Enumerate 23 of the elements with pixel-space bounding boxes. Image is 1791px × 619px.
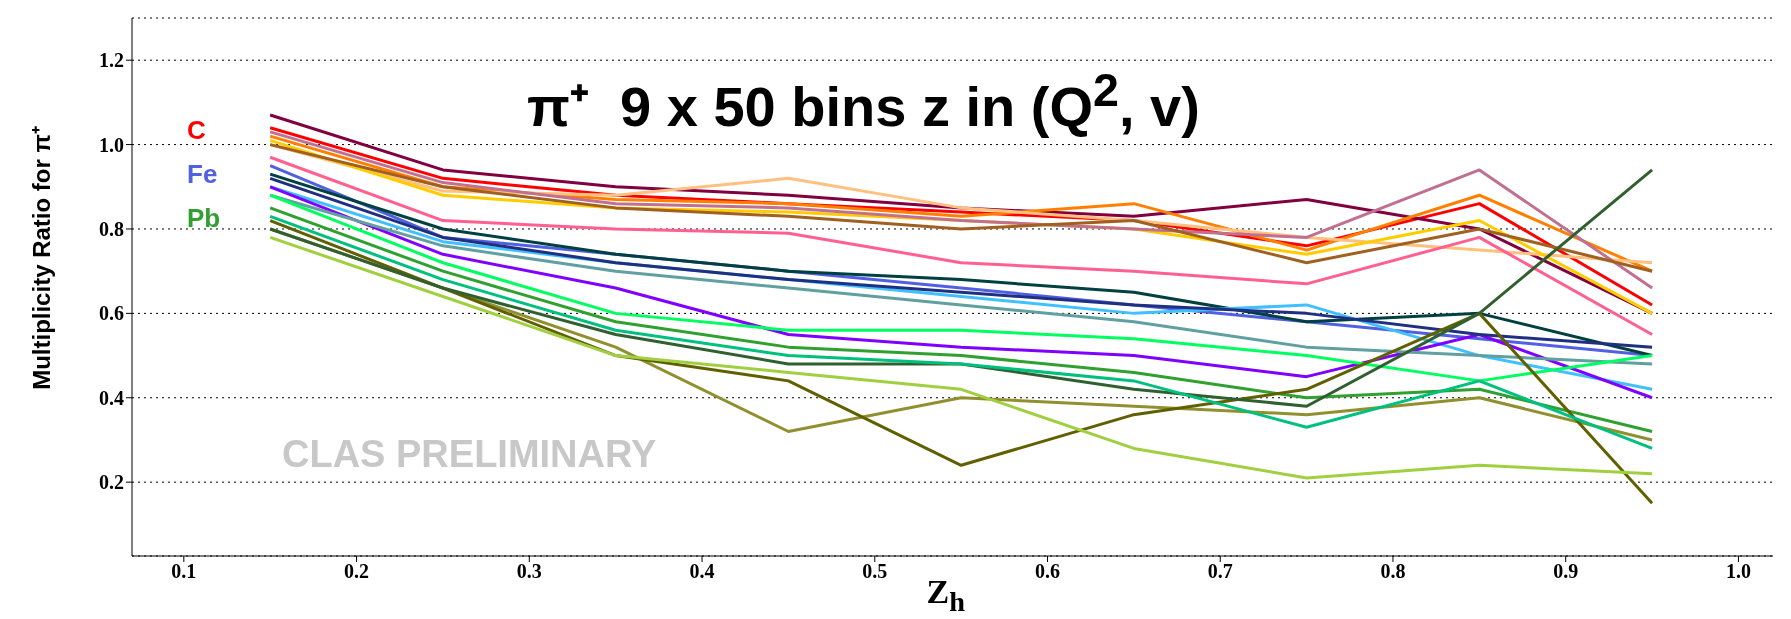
x-tick-label: 0.9	[1553, 560, 1579, 583]
y-axis-title: Multiplicity Ratio for π⁺	[26, 126, 56, 390]
text: Fe	[187, 158, 219, 191]
x-tick-label: 0.7	[1207, 560, 1233, 583]
text: π⁺ 9 x 50 bins z in (Q$^{2}$, v)	[527, 63, 1200, 140]
x-tick-label: 0.5	[862, 560, 888, 583]
text: C	[187, 114, 207, 147]
y-tick-label: 0.8	[99, 218, 124, 241]
y-tick-label: 0.2	[99, 471, 124, 494]
y-tick-label: 1.2	[99, 49, 124, 72]
y-tick-label: 0.6	[99, 302, 124, 325]
y-tick-label: 0.4	[99, 386, 124, 409]
x-tick-label: 0.4	[689, 560, 715, 583]
x-tick-label: 0.3	[516, 560, 542, 583]
x-tick-label: 0.2	[344, 560, 370, 583]
y-tick-label: 1.0	[99, 133, 124, 156]
x-tick-label: 0.6	[1035, 560, 1061, 583]
x-tick-label: 0.8	[1380, 560, 1406, 583]
line-series	[268, 155, 1654, 336]
x-tick-label: 1.0	[1725, 560, 1751, 583]
x-axis-title: Z$_{h}$	[926, 573, 966, 618]
x-tick-label: 0.1	[171, 560, 197, 583]
series-label: Pb	[187, 202, 221, 235]
